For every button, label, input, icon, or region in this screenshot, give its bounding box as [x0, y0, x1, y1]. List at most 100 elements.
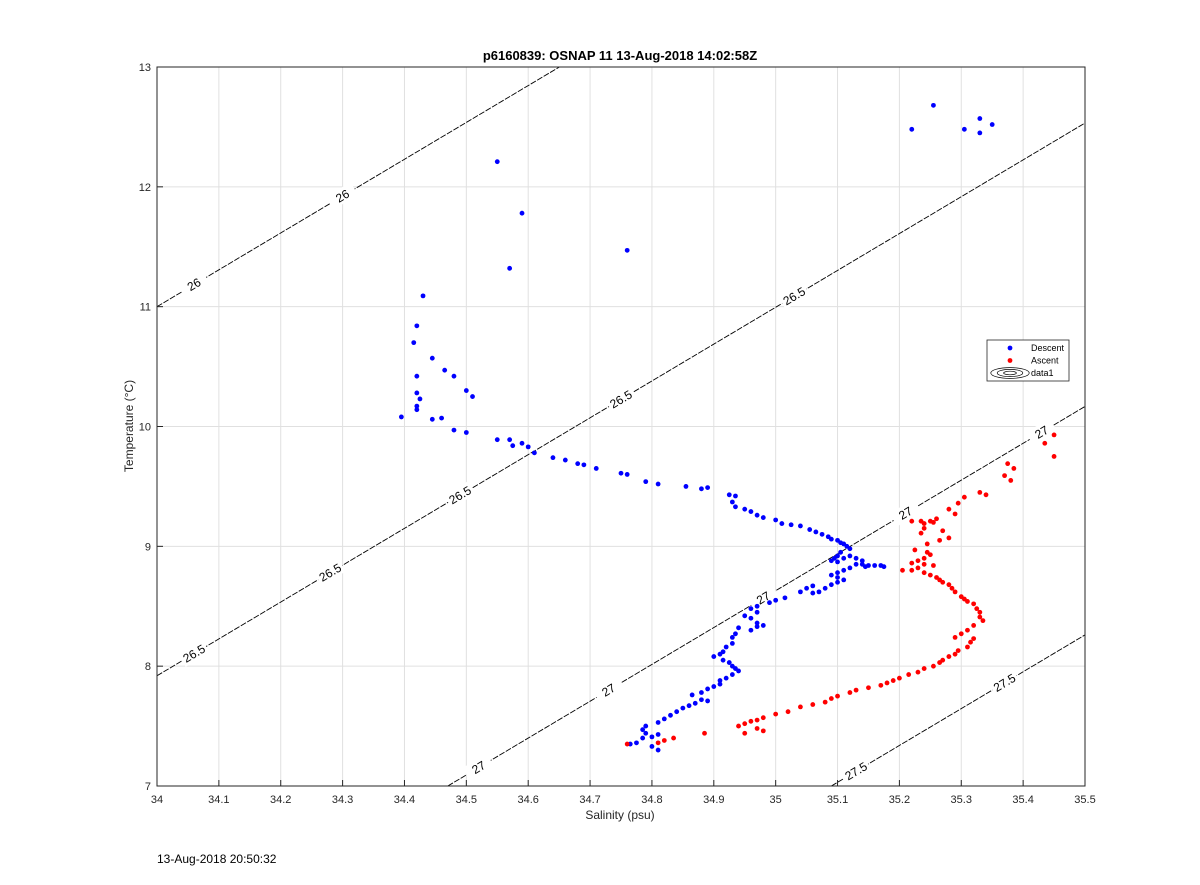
descent-point [828, 536, 834, 542]
ascent-point [946, 506, 952, 512]
descent-point [417, 396, 423, 402]
descent-point [798, 523, 803, 529]
contour-label: 26.5 [444, 481, 476, 509]
contour-label-text: 27 [599, 681, 618, 700]
ascent-point [921, 521, 927, 526]
y-tick-label: 9 [145, 541, 151, 553]
contour-label-bg [462, 753, 495, 781]
x-tick-label: 35.4 [1012, 794, 1033, 806]
descent-point [451, 427, 457, 433]
ascent-point [971, 623, 977, 628]
descent-point [726, 660, 732, 665]
descent-point [847, 553, 853, 559]
ascent-point [921, 561, 927, 567]
x-axis-ticks: 34 34.1 34.2 34.3 34.4 34.5 34.6 34.7 34.8 34.9 35… [151, 780, 1096, 806]
descent-point [705, 686, 711, 692]
descent-point [773, 517, 779, 523]
ascent-point [742, 730, 748, 736]
y-tick-label: 7 [145, 781, 151, 793]
descent-point [726, 492, 732, 498]
descent-point [705, 698, 711, 704]
descent-point [782, 595, 788, 601]
ascent-point [915, 565, 921, 571]
contour-label-bg [889, 499, 922, 527]
ascent-point [624, 741, 630, 747]
descent-point [729, 635, 735, 640]
descent-point [640, 727, 646, 733]
descent-point [788, 522, 794, 528]
descent-point [828, 572, 834, 578]
ascent-point [927, 572, 933, 578]
descent-point [634, 740, 639, 746]
descent-point [773, 597, 779, 603]
descent-point [414, 390, 420, 396]
contour-label-text: 26 [185, 275, 204, 294]
ascent-point [760, 728, 766, 734]
x-tick-label: 34.2 [270, 794, 291, 806]
y-tick-label: 8 [145, 661, 151, 673]
ascent-point [853, 687, 859, 693]
ascent-point [952, 589, 958, 595]
ascent-point [952, 635, 958, 640]
ascent-point [847, 690, 853, 695]
descent-point [624, 247, 630, 253]
ascent-point [822, 699, 828, 705]
descent-point [640, 735, 646, 741]
x-tick-label: 35.3 [951, 794, 972, 806]
ascent-point [931, 563, 936, 568]
descent-point [736, 625, 741, 631]
descent-point [699, 690, 704, 695]
descent-point [760, 623, 766, 628]
ascent-point [961, 494, 967, 500]
descent-point [742, 613, 748, 619]
contour-label-bg [1025, 418, 1058, 446]
descent-point [442, 367, 448, 373]
descent-point [723, 675, 729, 681]
descent-point [841, 555, 847, 561]
ascent-point [785, 709, 791, 715]
contour-label: 27 [462, 753, 495, 781]
descent-point [847, 565, 853, 571]
descent-point [420, 293, 426, 299]
y-tick-label: 13 [139, 62, 151, 74]
ascent-point [918, 530, 924, 536]
ascent-point [946, 535, 952, 541]
descent-point [519, 210, 525, 216]
ascent-point [921, 525, 927, 531]
x-tick-label: 34.9 [703, 794, 724, 806]
descent-point [754, 620, 760, 626]
legend-swatch-descent [1007, 345, 1013, 351]
descent-point [507, 437, 513, 443]
contour-label-bg [326, 182, 359, 210]
ascent-point [931, 519, 936, 525]
ascent-point [909, 560, 915, 566]
descent-point [859, 558, 865, 564]
x-tick-label: 34 [151, 794, 163, 806]
ascent-point [661, 738, 667, 743]
ascent-point [971, 636, 977, 642]
ascent-point [940, 579, 946, 585]
descent-point [414, 373, 420, 379]
descent-point [581, 462, 587, 468]
legend-label: Ascent [1031, 356, 1059, 366]
descent-point [470, 394, 475, 399]
contour-label: 27 [889, 499, 922, 527]
descent-point [451, 373, 457, 379]
ascent-point [909, 567, 915, 573]
ascent-point [754, 726, 760, 731]
ascent-point [931, 663, 936, 669]
ascent-point [912, 547, 918, 553]
descent-point [717, 681, 723, 687]
density-contours: 262626.526.526.526.526.5272727272727.527… [156, 66, 1086, 787]
descent-point [748, 509, 754, 514]
contour-label-text: 27 [469, 758, 488, 777]
ascent-point [958, 631, 964, 637]
descent-point [977, 116, 983, 121]
descent-point [429, 355, 435, 361]
ascent-point [897, 675, 902, 681]
ascent-point [900, 567, 905, 573]
ascent-point [890, 678, 896, 683]
ascent-point [946, 582, 952, 588]
descent-point [699, 486, 704, 492]
legend-label: data1 [1031, 368, 1054, 378]
